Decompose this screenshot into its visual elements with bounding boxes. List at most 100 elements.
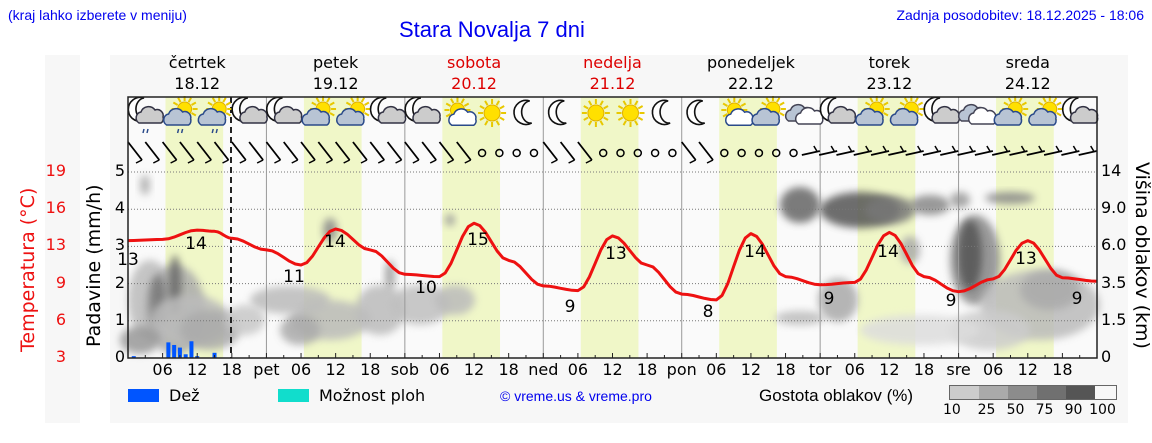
svg-text:9: 9 — [946, 291, 957, 311]
svg-text:14: 14 — [324, 232, 346, 252]
x-tick-label: 06 — [844, 360, 865, 379]
day-name: torek — [868, 53, 911, 72]
sun-cloud-icon — [751, 96, 786, 126]
sun-icon — [581, 99, 610, 127]
day-date: 19.12 — [312, 74, 359, 93]
x-tick-label: 18 — [913, 360, 935, 379]
axis-tick-label: 1 — [114, 309, 125, 329]
copyright-link[interactable]: © vreme.us & vreme.pro — [500, 388, 652, 404]
svg-text:15: 15 — [467, 230, 489, 250]
x-tick-label: 18 — [775, 360, 796, 379]
day-date: 21.12 — [589, 74, 636, 93]
cloud-density-areas — [120, 175, 1100, 355]
sun-small-cloud-icon — [444, 97, 477, 126]
x-tick-label: 18 — [636, 360, 658, 379]
storm-label: Možnost ploh — [319, 386, 426, 405]
last-updated: Zadnja posodobitev: 18.12.2025 - 18:06 — [896, 7, 1144, 23]
x-tick-label: 12 — [1017, 360, 1038, 379]
density-legend-label: Gostota oblakov (%) — [759, 386, 914, 405]
axis-tick-label: 14 — [1101, 161, 1122, 180]
x-tick-label: sre — [946, 360, 971, 379]
moon-icon — [547, 99, 567, 126]
moon-cloud-icon — [1061, 96, 1099, 124]
moon-cloud-icon — [265, 96, 303, 124]
x-tick-label: 12 — [602, 360, 623, 379]
x-tick-label: 18 — [360, 360, 381, 379]
moon-cloud-icon — [369, 96, 407, 124]
day-label: četrtek 18.12 — [127, 52, 267, 94]
axis-tick-label: 6.0 — [1101, 235, 1127, 255]
axis-tick-label: 16 — [45, 198, 66, 218]
day-date: 22.12 — [728, 74, 774, 93]
page-title: Stara Novalja 7 dni — [399, 17, 585, 42]
x-tick-label: 18 — [498, 360, 519, 379]
legend-storm: Možnost ploh — [278, 386, 425, 405]
axis-tick-label: 5 — [114, 161, 125, 180]
sun-cloud-icon — [301, 96, 337, 126]
x-tick-label: 06 — [429, 360, 450, 379]
svg-text:9: 9 — [565, 297, 576, 317]
temperature-line — [127, 221, 1098, 302]
moon-cloud-icon — [819, 96, 857, 124]
axis-tick-label: 19 — [45, 161, 66, 180]
x-tick-label: tor — [808, 360, 832, 379]
axis-tick-label: 0 — [114, 347, 125, 366]
svg-text:13: 13 — [1015, 249, 1037, 269]
axis-tick-label: 3.5 — [1101, 272, 1127, 292]
sun-small-cloud-icon — [721, 97, 754, 126]
day-name: četrtek — [168, 53, 226, 72]
sun-cloud-icon — [855, 96, 890, 126]
day-name: petek — [312, 53, 359, 72]
sun-cloud-icon — [993, 96, 1029, 126]
x-tick-label: sob — [390, 360, 419, 379]
day-label: ponedeljek 22.12 — [681, 52, 821, 94]
legend-rain: Dež — [128, 386, 200, 405]
location-hint[interactable]: (kraj lahko izberete v meniju) — [8, 7, 187, 23]
svg-text:14: 14 — [185, 234, 207, 254]
day-name: sreda — [1005, 53, 1050, 72]
svg-text:10: 10 — [415, 278, 437, 298]
x-tick-label: ned — [528, 360, 559, 379]
svg-text:14: 14 — [877, 242, 899, 262]
rain-swatch — [128, 389, 159, 402]
day-date: 23.12 — [866, 74, 913, 93]
storm-swatch — [278, 389, 309, 402]
svg-text:11: 11 — [283, 267, 305, 287]
day-label: nedelja 21.12 — [543, 52, 683, 94]
day-name: nedelja — [583, 53, 642, 72]
x-tick-label: 12 — [187, 360, 208, 379]
sun-icon — [478, 99, 507, 127]
x-tick-label: 12 — [879, 360, 900, 379]
rain-label: Dež — [169, 386, 200, 405]
moon-icon — [513, 99, 533, 126]
density-legend-scale: 10 25 50 75 90 100 — [943, 385, 1117, 418]
svg-text:9: 9 — [824, 289, 835, 309]
moon-cloud-icon — [404, 96, 441, 124]
x-tick-label: 18 — [1052, 360, 1073, 379]
day-label: petek 19.12 — [266, 52, 406, 94]
day-label: sobota 20.12 — [404, 52, 544, 94]
axis-gap — [80, 55, 110, 423]
x-tick-label: 12 — [325, 360, 346, 379]
svg-text:9: 9 — [1072, 289, 1083, 309]
clouds-icon — [784, 104, 824, 125]
axis-tick-label: 13 — [45, 235, 66, 255]
axis-tick-label: 9 — [55, 272, 66, 292]
day-date: 20.12 — [451, 74, 497, 93]
day-date: 18.12 — [174, 74, 221, 93]
moon-icon — [651, 99, 671, 126]
x-tick-label: 18 — [221, 360, 242, 379]
axis-tick-label: 4 — [114, 198, 125, 218]
x-tick-label: 12 — [740, 360, 762, 379]
gridlines — [128, 171, 1097, 322]
svg-text:8: 8 — [703, 302, 714, 322]
sun-cloud-icon — [1028, 96, 1063, 126]
svg-text:14: 14 — [744, 242, 766, 262]
x-ticks — [144, 353, 1081, 358]
x-tick-label: 06 — [152, 360, 173, 379]
axis-tick-label: 3 — [55, 347, 66, 366]
x-tick-label: 06 — [706, 360, 727, 379]
x-tick-label: pon — [666, 360, 697, 379]
day-separators — [265, 97, 960, 358]
